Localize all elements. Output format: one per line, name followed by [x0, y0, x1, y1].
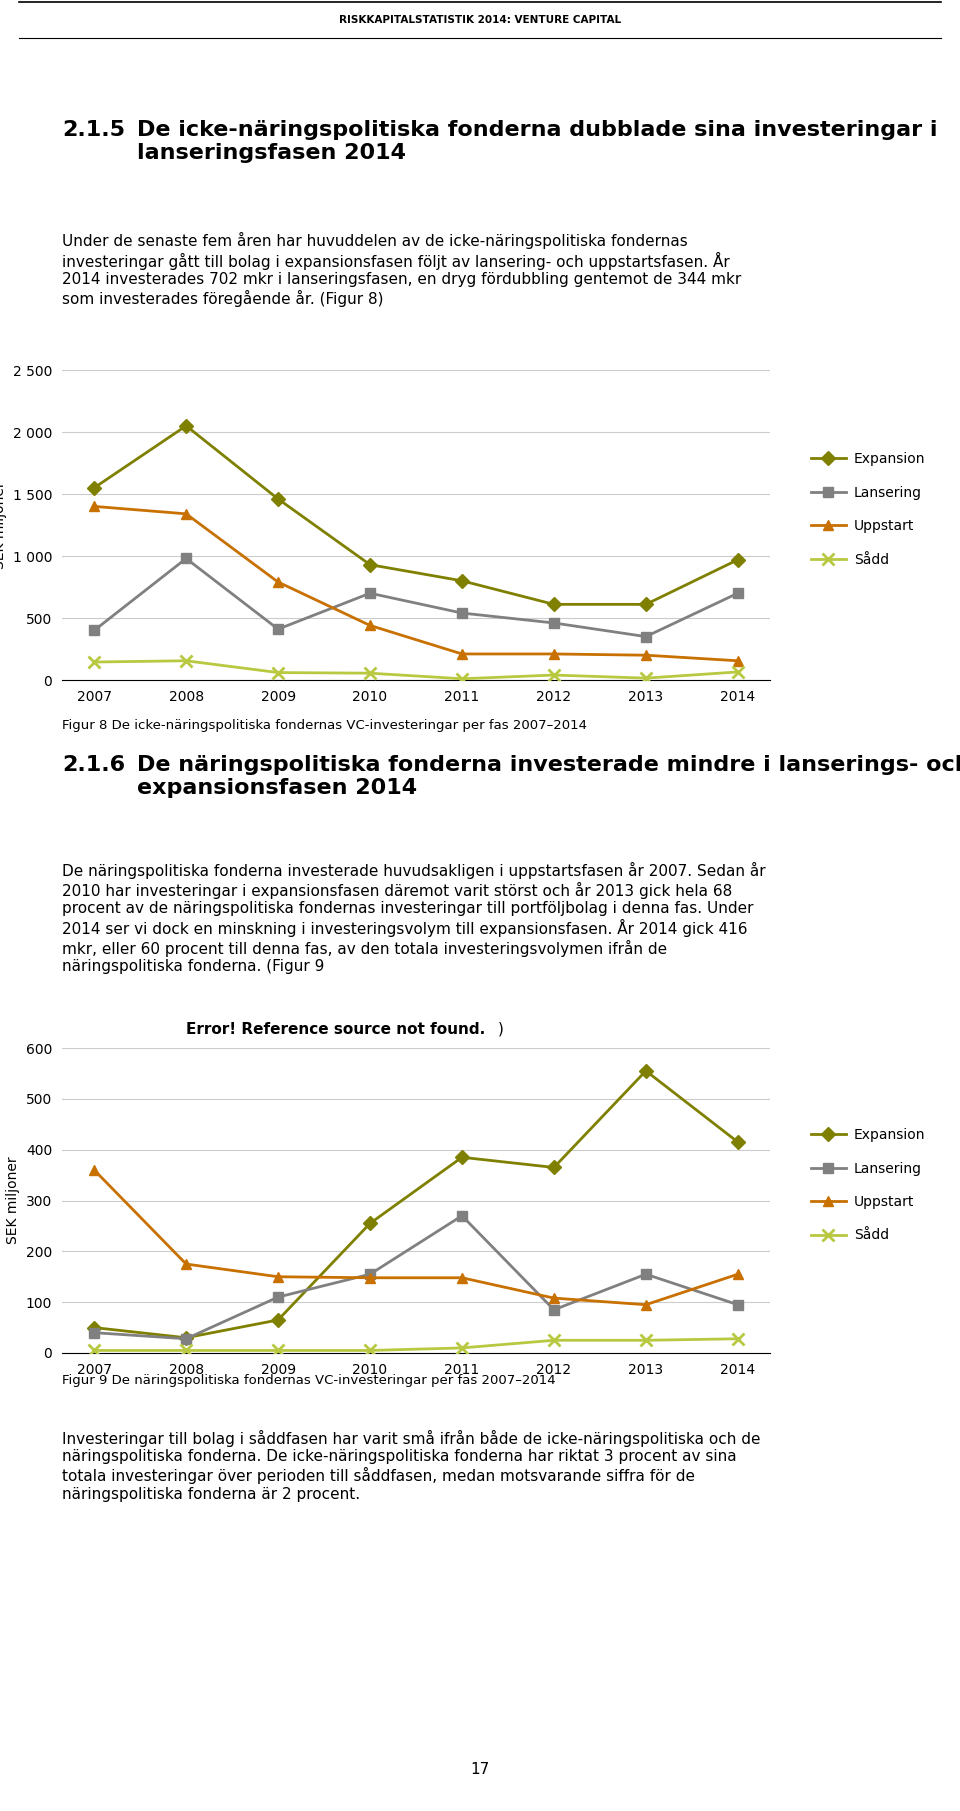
Expansion [548, 1157, 560, 1179]
Uppstart [364, 1268, 375, 1289]
Lansering [88, 1322, 100, 1344]
Lansering [640, 1264, 652, 1286]
Line: Lansering: Lansering [89, 1212, 743, 1344]
Y-axis label: SEK miljoner: SEK miljoner [0, 482, 8, 569]
Expansion [640, 1059, 652, 1081]
Text: Investeringar till bolag i såddfasen har varit små ifrån både de icke-näringspol: Investeringar till bolag i såddfasen har… [62, 1431, 760, 1501]
Uppstart [548, 643, 560, 665]
Lansering [456, 603, 468, 625]
Uppstart [88, 1159, 100, 1181]
Text: 2.1.6: 2.1.6 [62, 755, 125, 775]
Lansering [640, 627, 652, 648]
Expansion [640, 594, 652, 616]
Sådd [732, 661, 744, 683]
Sådd [364, 663, 375, 685]
Expansion [273, 1309, 284, 1331]
Uppstart [640, 1293, 652, 1315]
Text: Under de senaste fem åren har huvuddelen av de icke-näringspolitiska fondernas
i: Under de senaste fem åren har huvuddelen… [62, 232, 741, 308]
Expansion [364, 554, 375, 576]
Uppstart [364, 614, 375, 636]
Expansion [88, 476, 100, 498]
Lansering [548, 612, 560, 634]
Lansering [88, 619, 100, 641]
Text: Error! Reference source not found.: Error! Reference source not found. [186, 1021, 485, 1038]
Line: Sådd: Sådd [88, 654, 744, 685]
Uppstart [548, 1288, 560, 1309]
Uppstart [88, 496, 100, 518]
Sådd [640, 666, 652, 688]
Uppstart [273, 1266, 284, 1288]
Sådd [640, 1329, 652, 1351]
Expansion [456, 1146, 468, 1168]
Text: Figur 8 De icke-näringspolitiska fondernas VC-investeringar per fas 2007–2014: Figur 8 De icke-näringspolitiska fondern… [62, 719, 587, 732]
Legend: Expansion, Lansering, Uppstart, Sådd: Expansion, Lansering, Uppstart, Sådd [805, 447, 931, 572]
Sådd [88, 1340, 100, 1362]
Uppstart [180, 503, 192, 525]
Uppstart [456, 1268, 468, 1289]
Sådd [273, 661, 284, 683]
Line: Expansion: Expansion [89, 1067, 743, 1342]
Legend: Expansion, Lansering, Uppstart, Sådd: Expansion, Lansering, Uppstart, Sådd [805, 1123, 931, 1248]
Text: 2.1.5: 2.1.5 [62, 120, 125, 139]
Text: De icke-näringspolitiska fonderna dubblade sina investeringar i
lanseringsfasen : De icke-näringspolitiska fonderna dubbla… [137, 120, 938, 163]
Lansering [273, 1286, 284, 1308]
Line: Uppstart: Uppstart [89, 502, 743, 666]
Sådd [548, 1329, 560, 1351]
Line: Uppstart: Uppstart [89, 1164, 743, 1309]
Expansion [88, 1317, 100, 1338]
Line: Lansering: Lansering [89, 554, 743, 641]
Expansion [732, 1132, 744, 1154]
Sådd [364, 1340, 375, 1362]
Sådd [732, 1327, 744, 1349]
Expansion [180, 415, 192, 436]
Expansion [456, 570, 468, 592]
Lansering [180, 547, 192, 569]
Lansering [732, 583, 744, 605]
Sådd [456, 668, 468, 690]
Sådd [180, 1340, 192, 1362]
Uppstart [180, 1253, 192, 1275]
Lansering [364, 1264, 375, 1286]
Lansering [364, 583, 375, 605]
Text: 17: 17 [470, 1762, 490, 1778]
Lansering [273, 618, 284, 639]
Expansion [180, 1327, 192, 1349]
Text: De näringspolitiska fonderna investerade mindre i lanserings- och
expansionsfase: De näringspolitiska fonderna investerade… [137, 755, 960, 799]
Lansering [456, 1204, 468, 1226]
Uppstart [456, 643, 468, 665]
Lansering [732, 1293, 744, 1315]
Text: RISKKAPITALSTATISTIK 2014: VENTURE CAPITAL: RISKKAPITALSTATISTIK 2014: VENTURE CAPIT… [339, 14, 621, 25]
Text: ): ) [497, 1021, 504, 1038]
Uppstart [273, 570, 284, 592]
Lansering [180, 1327, 192, 1349]
Expansion [364, 1213, 375, 1235]
Sådd [180, 650, 192, 672]
Sådd [88, 652, 100, 674]
Expansion [732, 549, 744, 570]
Expansion [548, 594, 560, 616]
Uppstart [640, 645, 652, 666]
Lansering [548, 1298, 560, 1320]
Line: Sådd: Sådd [88, 1333, 744, 1356]
Expansion [273, 489, 284, 511]
Y-axis label: SEK miljoner: SEK miljoner [7, 1157, 20, 1244]
Uppstart [732, 1264, 744, 1286]
Sådd [456, 1337, 468, 1358]
Sådd [273, 1340, 284, 1362]
Text: De näringspolitiska fonderna investerade huvudsakligen i uppstartsfasen år 2007.: De näringspolitiska fonderna investerade… [62, 862, 766, 974]
Text: Figur 9 De näringspolitiska fondernas VC-investeringar per fas 2007–2014: Figur 9 De näringspolitiska fondernas VC… [62, 1375, 556, 1387]
Uppstart [732, 650, 744, 672]
Line: Expansion: Expansion [89, 420, 743, 608]
Sådd [548, 665, 560, 686]
